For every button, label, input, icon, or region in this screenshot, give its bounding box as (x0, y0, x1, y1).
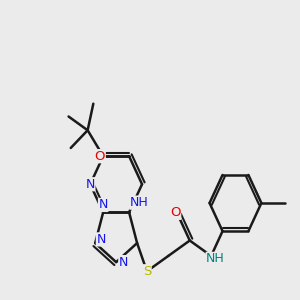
Text: O: O (170, 206, 181, 219)
Text: N: N (98, 198, 108, 212)
Text: N: N (96, 233, 106, 246)
Text: NH: NH (130, 196, 148, 209)
Text: N: N (85, 178, 95, 191)
Text: S: S (143, 265, 151, 278)
Text: N: N (119, 256, 128, 268)
Text: O: O (95, 150, 105, 163)
Text: NH: NH (206, 252, 225, 266)
